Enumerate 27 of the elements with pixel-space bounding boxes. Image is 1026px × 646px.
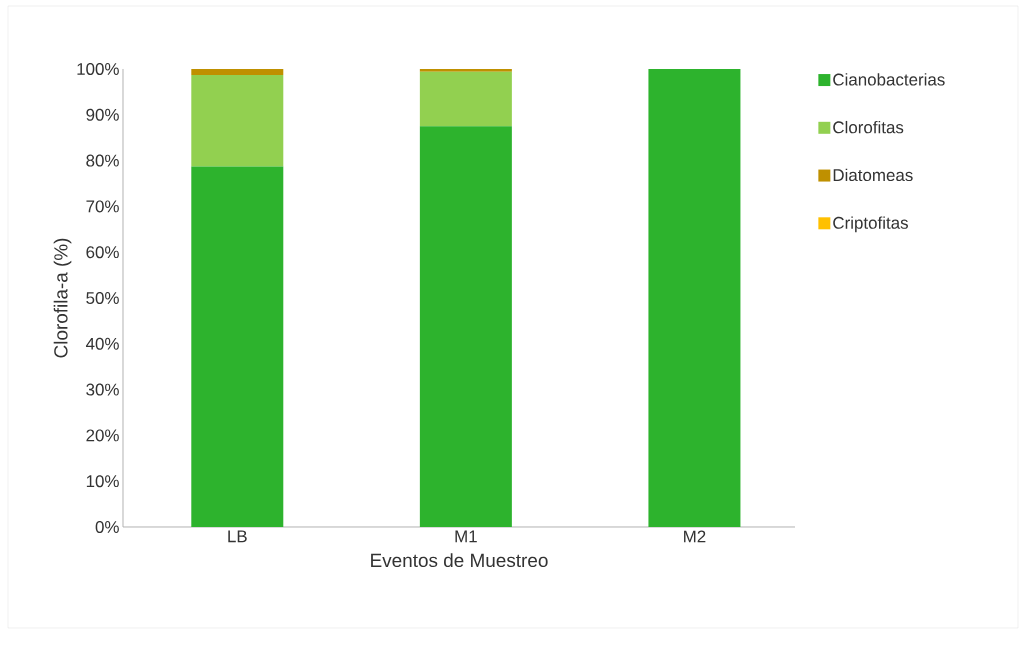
bar [191,166,284,527]
y-tick-label: 50% [86,291,119,304]
bar [419,71,512,127]
y-tick-label: 90% [86,108,119,121]
bar [191,74,284,167]
x-tick-label: M1 [455,530,477,543]
y-tick-label: 0% [95,520,119,533]
y-tick-label: 100% [77,62,119,75]
bar [191,68,284,75]
legend-label: Clorofitas [833,120,904,134]
y-tick-label: 60% [86,246,119,259]
y-tick-label: 10% [86,475,119,488]
x-axis-title: Eventos de Muestreo [371,553,548,568]
y-tick-label: 70% [86,200,119,213]
y-tick-label: 80% [86,154,119,167]
y-axis-title: Clorofila-a (%) [53,238,72,358]
x-tick-label: M2 [684,530,706,543]
y-tick-label: 20% [86,429,119,442]
legend-label: Cianobacterias [833,73,945,86]
bar [419,126,512,527]
x-tick-label: LB [228,530,247,543]
bar [419,68,512,72]
y-tick-label: 30% [86,383,119,396]
bar [648,68,741,527]
y-tick-label: 40% [85,337,119,350]
legend-label: Diatomeas [833,168,913,182]
legend-label: Criptofitas [833,216,908,233]
